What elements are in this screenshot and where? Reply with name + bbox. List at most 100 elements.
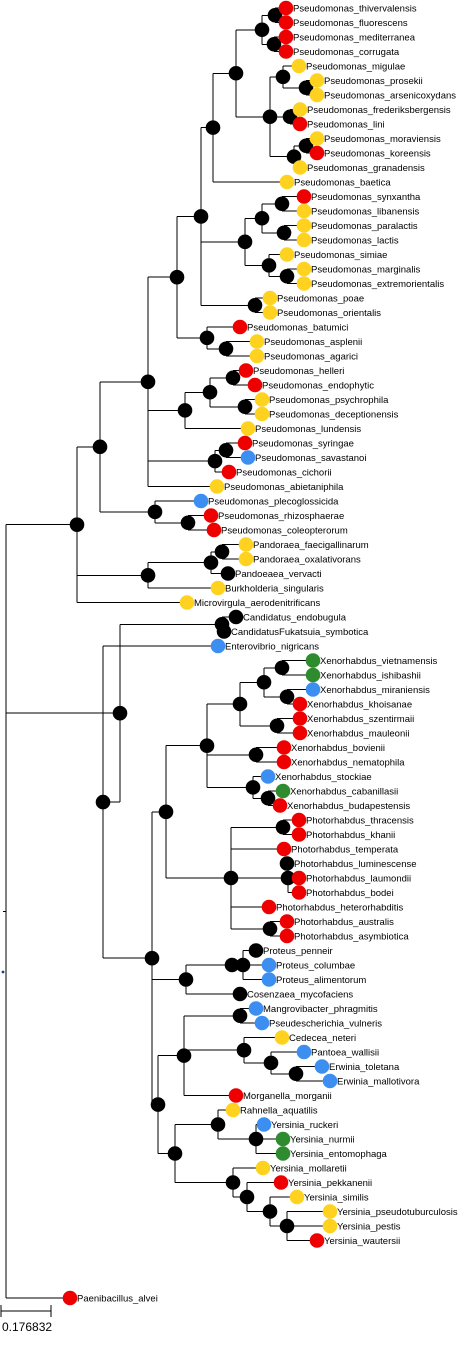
tip: Xenorhabdus_stockiae bbox=[260, 769, 372, 784]
internal-node bbox=[275, 819, 291, 835]
tip-label: Pseudomonas_fluorescens bbox=[293, 18, 408, 29]
tip-marker bbox=[296, 189, 312, 204]
tip-marker bbox=[322, 1218, 338, 1234]
tip-marker bbox=[291, 827, 307, 842]
internal-node bbox=[269, 718, 285, 734]
internal-node bbox=[254, 22, 270, 38]
tip-marker bbox=[305, 682, 321, 697]
internal-node bbox=[274, 660, 290, 676]
internal-node bbox=[274, 196, 290, 212]
internal-node bbox=[193, 209, 209, 224]
internal-node bbox=[178, 972, 194, 987]
internal-node bbox=[262, 921, 278, 937]
internal-node bbox=[202, 384, 218, 400]
tip: Pseudomonas_asplenii bbox=[249, 334, 362, 349]
tip-marker bbox=[279, 174, 295, 190]
tip: Xenorhabdus_vietnamensis bbox=[305, 653, 437, 668]
tip-marker bbox=[221, 464, 237, 480]
tip-label: Pseudomonas_synxantha bbox=[311, 192, 421, 203]
tip-marker bbox=[262, 290, 278, 306]
tip-label: Xenorhabdus_vietnamensis bbox=[320, 656, 437, 667]
internal-node bbox=[237, 234, 253, 250]
internal-node bbox=[298, 138, 314, 154]
tip-marker bbox=[291, 885, 307, 900]
internal-node bbox=[235, 957, 251, 973]
tip-label: Pseudomonas_syringae bbox=[252, 439, 354, 450]
tip-marker bbox=[262, 305, 278, 320]
tip: Paenibacillus_alvei bbox=[62, 1290, 158, 1306]
tip-marker bbox=[276, 841, 292, 857]
tip-label: Pseudomonas_endophytic bbox=[262, 381, 374, 392]
internal-node bbox=[199, 738, 215, 753]
tip-marker bbox=[247, 377, 263, 393]
tip-label: Pseudomonas_orientalis bbox=[277, 308, 381, 319]
internal-node bbox=[223, 870, 239, 886]
tip: Xenorhabdus_cabanillasii bbox=[275, 783, 398, 799]
tip: Pseudomonas_rhizosphaerae bbox=[203, 508, 344, 523]
internal-node bbox=[232, 1008, 248, 1024]
tip-marker bbox=[309, 87, 325, 103]
tip-marker bbox=[276, 754, 292, 770]
tip-label: Pseudescherichia_vulneris bbox=[269, 1019, 382, 1030]
tip: Pseudomonas_paralactis bbox=[296, 218, 418, 233]
tip: Xenorhabdus_bovienii bbox=[276, 740, 385, 755]
internal-node bbox=[218, 442, 234, 458]
tip-marker bbox=[292, 116, 308, 132]
internal-node bbox=[245, 780, 261, 795]
tip-marker bbox=[238, 537, 254, 552]
tip: Pseudomonas_frederiksbergensis bbox=[292, 102, 451, 117]
tip-label: Pandoeaea_vervacti bbox=[235, 569, 322, 580]
tip-label: Pseudomonas_coleopterorum bbox=[221, 526, 348, 537]
tip: Pseudomonas_moraviensis bbox=[309, 131, 441, 146]
tip-label: Pseudomonas_migulae bbox=[306, 62, 405, 73]
tip-marker bbox=[296, 232, 312, 248]
internal-node bbox=[288, 1066, 304, 1082]
tip-marker bbox=[292, 160, 308, 175]
internal-node bbox=[280, 870, 296, 886]
tip: Photorhabdus_khanii bbox=[291, 827, 395, 842]
tip: Pseudomonas_corrugata bbox=[278, 44, 400, 59]
tip-marker bbox=[228, 609, 244, 625]
tip: Pseudomonas_granadensis bbox=[292, 160, 425, 175]
internal-node bbox=[147, 504, 163, 520]
tip: Yersinia_wautersii bbox=[309, 1233, 400, 1248]
tip-marker bbox=[272, 798, 288, 813]
tip: Xenorhabdus_budapestensis bbox=[272, 798, 410, 813]
tip-marker bbox=[309, 73, 325, 88]
tip-label: Pseudomonas_baetica bbox=[294, 178, 391, 189]
tip-marker bbox=[309, 131, 325, 146]
tip: Pseudomonas_fluorescens bbox=[278, 15, 408, 30]
tip: Yersinia_similis bbox=[289, 1189, 369, 1205]
internal-node bbox=[247, 297, 263, 313]
tip: Pseudomonas_marginalis bbox=[296, 261, 421, 277]
tip-marker bbox=[248, 943, 264, 958]
tip-label: Yersinia_pseudotuburculosis bbox=[337, 1207, 458, 1218]
tip-marker bbox=[296, 261, 312, 277]
tip: Pseudomonas_syringae bbox=[237, 435, 354, 451]
tip-marker bbox=[291, 812, 307, 828]
root-marker bbox=[1, 970, 5, 974]
tip-marker bbox=[249, 334, 265, 349]
tip-label: Pandoraea_oxalativorans bbox=[253, 555, 361, 566]
tip-label: Pseudomonas_koreensis bbox=[324, 149, 431, 160]
tip-marker bbox=[273, 1175, 289, 1190]
internal-node bbox=[286, 149, 302, 164]
tip-marker bbox=[254, 406, 270, 422]
tip-marker bbox=[276, 740, 292, 755]
tip-label: Xenorhabdus_budapestensis bbox=[287, 801, 410, 812]
tip-marker bbox=[292, 711, 308, 726]
tip: Pseudomonas_arsenicoxydans bbox=[309, 87, 456, 103]
tip: Pseudomonas_helleri bbox=[238, 363, 344, 378]
internal-node bbox=[279, 268, 295, 284]
tip-label: Morganella_morganii bbox=[243, 1091, 332, 1102]
tip: Pseudomonas_deceptionensis bbox=[254, 406, 399, 422]
tip-marker bbox=[322, 1204, 338, 1219]
internal-node bbox=[207, 453, 223, 469]
tip-marker bbox=[279, 914, 295, 929]
tip: Pseudomonas_psychrophila bbox=[254, 392, 389, 407]
internal-node bbox=[169, 269, 185, 285]
tip-label: Photorhabdus_australis bbox=[294, 917, 394, 928]
tip-marker bbox=[237, 435, 253, 451]
tip-label: Rahnella_aquatilis bbox=[240, 1106, 318, 1117]
